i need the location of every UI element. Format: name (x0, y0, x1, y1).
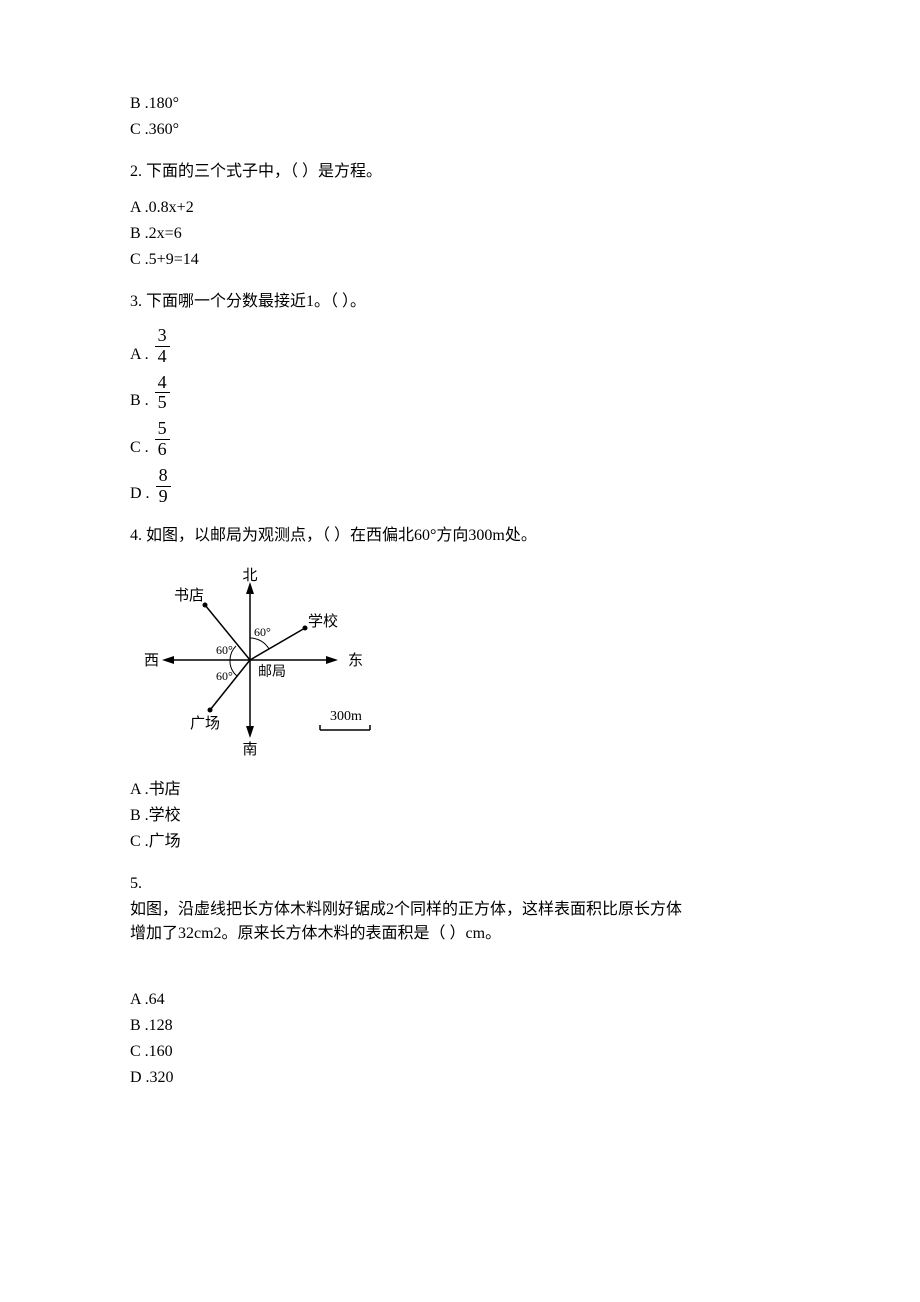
q1-option-b: B .180° (130, 92, 790, 116)
q3-stem: 3. 下面哪一个分数最接近1。（ ）。 (130, 290, 790, 314)
label-angle-nw: 60° (216, 643, 233, 657)
q3-frac-c-num: 5 (155, 419, 170, 440)
q3-frac-d-den: 9 (156, 487, 171, 507)
compass-diagram-svg: 北 南 东 西 书店 学校 广场 邮局 60° 60° 60° 300m (130, 560, 400, 760)
q2-option-a: A .0.8x+2 (130, 196, 790, 220)
q4-diagram: 北 南 东 西 书店 学校 广场 邮局 60° 60° 60° 300m (130, 560, 790, 768)
label-school: 学校 (308, 613, 338, 630)
label-north: 北 (242, 567, 257, 584)
q3-fraction-a: 3 4 (155, 326, 170, 367)
q3-option-d-letter: D . (130, 482, 150, 506)
label-angle-sw: 60° (216, 669, 233, 683)
q3-option-a-letter: A . (130, 343, 149, 367)
q3-fraction-b: 4 5 (155, 373, 170, 414)
q3-frac-c-den: 6 (155, 440, 170, 460)
label-angle-ne: 60° (254, 625, 271, 639)
label-bookstore: 书店 (174, 587, 204, 604)
q3-option-c-letter: C . (130, 436, 149, 460)
q1-option-c: C .360° (130, 118, 790, 142)
q3-option-c: C . 5 6 (130, 419, 790, 460)
q3-option-d: D . 8 9 (130, 466, 790, 507)
label-east: 东 (348, 652, 363, 669)
q5-stem-line2: 增加了32cm2。原来长方体木料的表面积是（ ）cm。 (130, 922, 790, 946)
q2-option-c: C .5+9=14 (130, 248, 790, 272)
q2-stem: 2. 下面的三个式子中，（ ）是方程。 (130, 160, 790, 184)
q3-fraction-c: 5 6 (155, 419, 170, 460)
q5-option-b: B .128 (130, 1014, 790, 1038)
q3-option-b: B . 4 5 (130, 373, 790, 414)
q3-frac-a-den: 4 (155, 347, 170, 367)
q5-option-d: D .320 (130, 1066, 790, 1090)
label-scale: 300m (330, 709, 362, 724)
q4-option-c: C .广场 (130, 830, 790, 854)
q3-frac-a-num: 3 (155, 326, 170, 347)
q5-number: 5. (130, 872, 790, 896)
q3-frac-b-den: 5 (155, 393, 170, 413)
q3-frac-d-num: 8 (156, 466, 171, 487)
label-square: 广场 (190, 715, 220, 732)
q4-option-a: A .书店 (130, 778, 790, 802)
label-west: 西 (144, 653, 159, 669)
label-south: 南 (242, 741, 257, 758)
q2-option-b: B .2x=6 (130, 222, 790, 246)
q3-frac-b-num: 4 (155, 373, 170, 394)
q3-option-b-letter: B . (130, 389, 149, 413)
page: B .180° C .360° 2. 下面的三个式子中，（ ）是方程。 A .0… (0, 0, 920, 1302)
q5-option-c: C .160 (130, 1040, 790, 1064)
label-post: 邮局 (258, 664, 286, 680)
q5-option-a: A .64 (130, 988, 790, 1012)
q5-stem-line1: 如图，沿虚线把长方体木料刚好锯成2个同样的正方体，这样表面积比原长方体 (130, 898, 790, 922)
q4-stem: 4. 如图，以邮局为观测点，（ ）在西偏北60°方向300m处。 (130, 524, 790, 548)
q3-fraction-d: 8 9 (156, 466, 171, 507)
q3-option-a: A . 3 4 (130, 326, 790, 367)
q4-option-b: B .学校 (130, 804, 790, 828)
